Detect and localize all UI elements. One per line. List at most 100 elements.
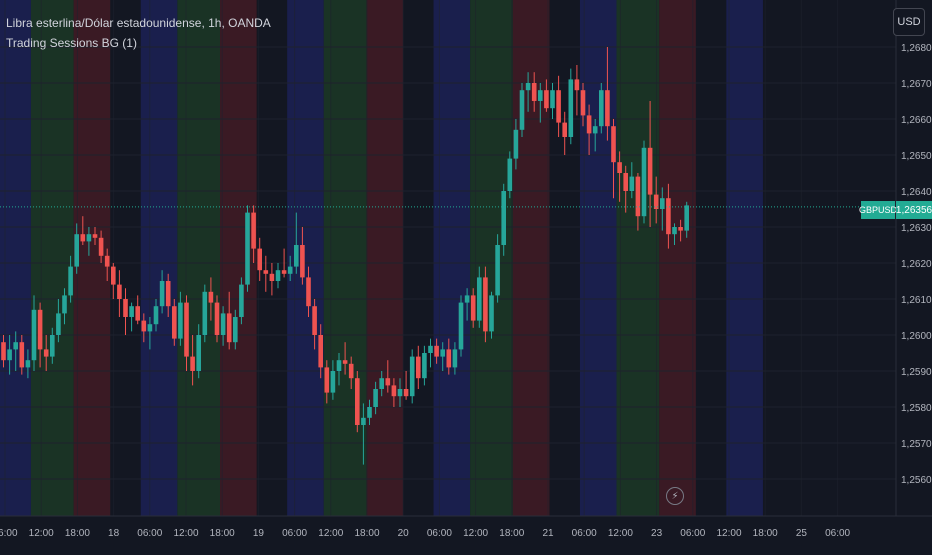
candle-body[interactable] (647, 147, 653, 195)
symbol-title[interactable]: Libra esterlina/Dólar estadounidense, 1h… (6, 16, 271, 30)
currency-button[interactable]: USD (893, 8, 925, 36)
candle-body[interactable] (672, 227, 677, 235)
candle-body[interactable] (263, 270, 269, 274)
candle-body[interactable] (684, 205, 689, 231)
candle-body[interactable] (617, 162, 622, 173)
candle-body[interactable] (409, 356, 415, 397)
candle-body[interactable] (355, 378, 360, 425)
candle-body[interactable] (592, 126, 598, 134)
candle-body[interactable] (367, 407, 372, 418)
candle-body[interactable] (245, 212, 250, 285)
candle-body[interactable] (556, 90, 561, 123)
candle-body[interactable] (452, 349, 458, 368)
candle-body[interactable] (257, 248, 262, 271)
candle-body[interactable] (599, 90, 604, 127)
candle-body[interactable] (434, 345, 439, 357)
candle-body[interactable] (7, 349, 12, 361)
candle-body[interactable] (141, 320, 147, 332)
candle-body[interactable] (580, 90, 586, 116)
candle-body[interactable] (287, 266, 293, 274)
candle-body[interactable] (568, 79, 574, 137)
candle-body[interactable] (373, 389, 378, 407)
candle-body[interactable] (25, 360, 31, 368)
candle-body[interactable] (294, 245, 299, 267)
candle-body[interactable] (281, 270, 287, 274)
candle-body[interactable] (172, 306, 177, 339)
candle-body[interactable] (19, 342, 25, 368)
candle-body[interactable] (464, 295, 470, 303)
candle-body[interactable] (605, 90, 610, 127)
candle-body[interactable] (574, 79, 580, 91)
candle-body[interactable] (391, 385, 397, 397)
candle-body[interactable] (159, 281, 165, 307)
candle-body[interactable] (544, 90, 549, 109)
candle-body[interactable] (348, 363, 354, 379)
candle-body[interactable] (422, 353, 427, 379)
time-axis[interactable] (0, 516, 932, 550)
candle-body[interactable] (379, 378, 384, 389)
candle-body[interactable] (233, 317, 238, 343)
candle-body[interactable] (312, 306, 317, 335)
candle-body[interactable] (513, 129, 519, 159)
candle-body[interactable] (269, 273, 275, 281)
candle-body[interactable] (641, 147, 647, 217)
candle-body[interactable] (458, 302, 464, 350)
candle-body[interactable] (342, 360, 348, 364)
candle-body[interactable] (196, 335, 201, 371)
candle-body[interactable] (62, 295, 67, 314)
candle-body[interactable] (56, 313, 61, 335)
candle-body[interactable] (300, 245, 305, 278)
candle-body[interactable] (385, 378, 391, 386)
candle-body[interactable] (214, 302, 220, 335)
candle-body[interactable] (666, 198, 671, 235)
candle-body[interactable] (507, 158, 513, 191)
candle-body[interactable] (446, 349, 452, 368)
candle-body[interactable] (123, 299, 128, 317)
candle-body[interactable] (477, 277, 482, 321)
candle-body[interactable] (184, 302, 189, 357)
candle-body[interactable] (190, 356, 195, 371)
candle-body[interactable] (403, 389, 409, 397)
candle-body[interactable] (74, 234, 79, 267)
candle-body[interactable] (178, 302, 183, 339)
candle-body[interactable] (629, 176, 635, 191)
candle-body[interactable] (306, 277, 311, 307)
candle-body[interactable] (239, 284, 244, 317)
candle-body[interactable] (470, 295, 476, 321)
candle-body[interactable] (1, 342, 6, 361)
candle-body[interactable] (562, 122, 567, 137)
candle-body[interactable] (495, 245, 500, 296)
lightning-icon[interactable]: ⚡ (666, 487, 684, 505)
candle-body[interactable] (324, 367, 330, 393)
candle-body[interactable] (660, 198, 665, 209)
candle-body[interactable] (50, 335, 55, 357)
candle-body[interactable] (611, 126, 616, 163)
candle-body[interactable] (98, 237, 104, 256)
candle-body[interactable] (275, 270, 281, 281)
candle-body[interactable] (635, 176, 641, 217)
candle-body[interactable] (251, 212, 256, 249)
candle-body[interactable] (483, 277, 488, 332)
candle-body[interactable] (202, 291, 208, 335)
candle-body[interactable] (37, 309, 43, 350)
candle-body[interactable] (525, 83, 531, 91)
candle-body[interactable] (416, 356, 421, 379)
candle-body[interactable] (440, 349, 445, 357)
price-axis[interactable] (896, 0, 932, 550)
candle-body[interactable] (586, 115, 592, 134)
indicator-title[interactable]: Trading Sessions BG (1) (6, 36, 137, 50)
candle-body[interactable] (13, 342, 18, 350)
candle-body[interactable] (361, 417, 366, 425)
candle-body[interactable] (428, 345, 433, 353)
candle-body[interactable] (318, 335, 323, 368)
candle-body[interactable] (147, 324, 153, 332)
candle-body[interactable] (104, 255, 110, 267)
candle-body[interactable] (129, 306, 134, 317)
candle-body[interactable] (330, 371, 336, 393)
candle-body[interactable] (80, 234, 86, 242)
candle-body[interactable] (220, 313, 226, 335)
candle-body[interactable] (208, 291, 214, 303)
candle-body[interactable] (653, 194, 659, 209)
candle-body[interactable] (623, 173, 628, 191)
